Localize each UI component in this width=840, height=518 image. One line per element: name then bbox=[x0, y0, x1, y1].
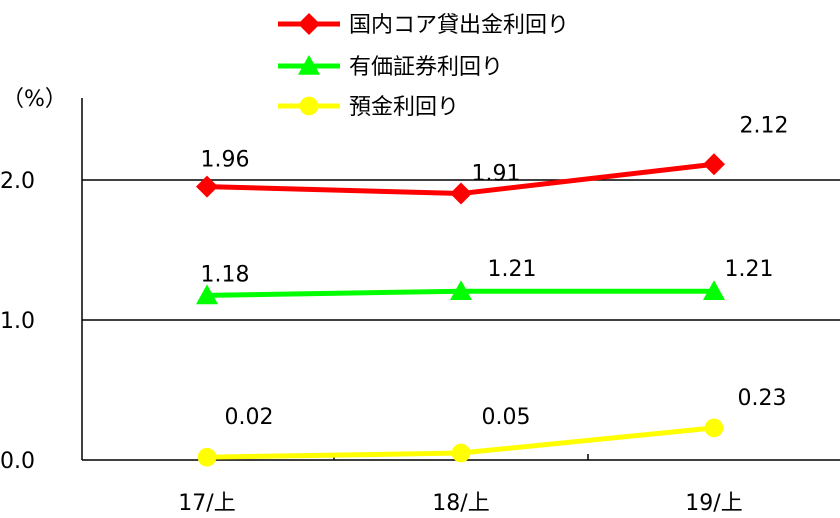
data-point bbox=[197, 447, 217, 467]
data-label: 1.96 bbox=[201, 148, 250, 173]
series-group bbox=[196, 153, 725, 467]
legend-label: 国内コア貸出金利回り bbox=[349, 13, 569, 38]
axes: 0.0 1.0 2.0 17/上 18/上 19/上 bbox=[0, 98, 840, 516]
data-point bbox=[196, 175, 218, 198]
data-labels: 1.96 1.91 2.12 1.18 1.21 1.21 0.02 0.05 0.23 bbox=[201, 113, 789, 430]
data-label: 0.02 bbox=[225, 405, 274, 430]
data-point bbox=[450, 280, 472, 301]
data-label: 1.21 bbox=[488, 257, 537, 282]
legend-item: 預金利回り bbox=[278, 95, 459, 120]
x-tick-label: 18/上 bbox=[432, 491, 489, 516]
data-label: 0.23 bbox=[738, 386, 787, 411]
y-tick-label: 1.0 bbox=[0, 309, 35, 334]
data-point bbox=[451, 443, 471, 463]
legend-marker bbox=[299, 96, 319, 116]
data-point bbox=[450, 182, 472, 205]
legend-label: 有価証券利回り bbox=[349, 55, 503, 80]
y-tick-label: 2.0 bbox=[0, 169, 35, 194]
x-tick-label: 19/上 bbox=[685, 491, 742, 516]
data-label: 2.12 bbox=[740, 113, 789, 138]
data-point bbox=[703, 280, 725, 301]
legend-marker bbox=[298, 55, 320, 75]
data-point bbox=[703, 153, 725, 176]
data-label: 1.18 bbox=[201, 262, 250, 287]
data-label: 1.21 bbox=[725, 257, 774, 282]
x-tick-label: 17/上 bbox=[178, 491, 235, 516]
legend-item: 国内コア貸出金利回り bbox=[278, 13, 569, 38]
data-label: 1.91 bbox=[472, 162, 521, 187]
data-point bbox=[704, 418, 724, 438]
y-tick-label: 0.0 bbox=[0, 449, 35, 474]
y-unit-label: （%） bbox=[2, 87, 67, 112]
legend-marker bbox=[298, 13, 320, 35]
data-point bbox=[196, 284, 218, 305]
data-label: 0.05 bbox=[482, 405, 531, 430]
legend-label: 預金利回り bbox=[349, 95, 459, 120]
legend-item: 有価証券利回り bbox=[278, 55, 503, 80]
